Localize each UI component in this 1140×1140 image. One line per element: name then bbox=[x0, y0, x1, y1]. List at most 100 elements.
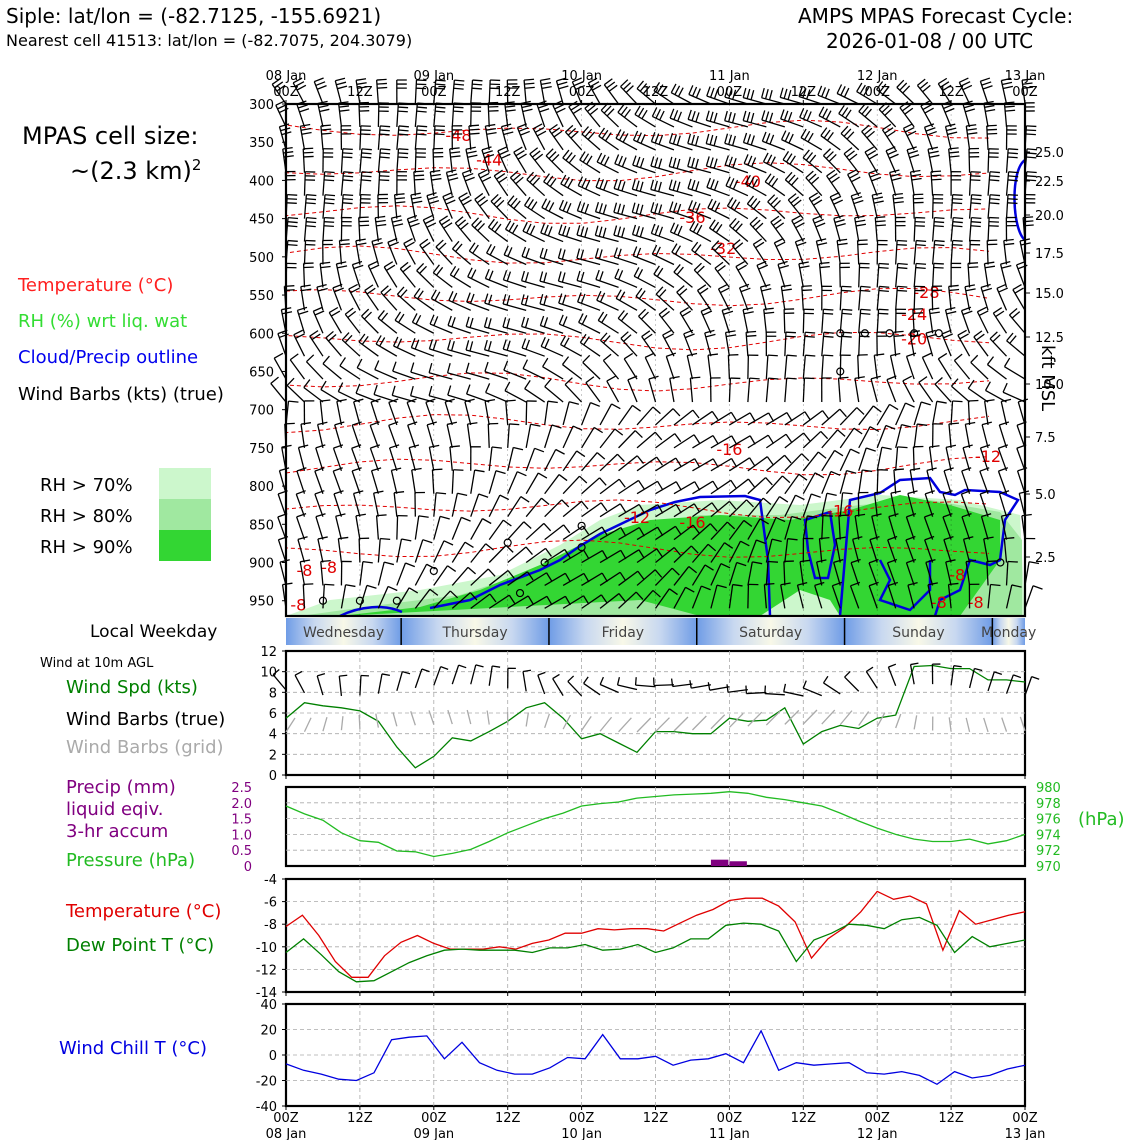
wind-barb-flag bbox=[303, 147, 314, 150]
wind-barb bbox=[710, 479, 737, 495]
wind-barb bbox=[597, 311, 619, 334]
dewpoint-label: Dew Point T (°C) bbox=[66, 935, 215, 956]
wind-barb-flag bbox=[843, 147, 853, 155]
wind-barb-flag bbox=[874, 353, 885, 356]
wind-barb-flag bbox=[730, 199, 737, 209]
wind-barb bbox=[300, 422, 312, 448]
wind-barb-shaft bbox=[931, 401, 938, 426]
surface-wind-barb bbox=[823, 682, 841, 695]
wind-barb-flag bbox=[928, 150, 939, 154]
wind-barb-flag bbox=[996, 283, 1007, 289]
wind-barb bbox=[322, 148, 334, 173]
wind-barb bbox=[454, 216, 472, 242]
wind-barb-shaft bbox=[893, 469, 897, 494]
wind-barb bbox=[539, 247, 564, 266]
wind-barb-shaft bbox=[861, 131, 878, 151]
kft-tick-label: 10.0 bbox=[1035, 378, 1064, 393]
wind-barb bbox=[1005, 584, 1022, 609]
wind-barb bbox=[390, 467, 402, 494]
wind-barb-flag bbox=[540, 77, 551, 82]
wind-barb-flag bbox=[860, 312, 871, 315]
wind-barb-flag bbox=[806, 111, 812, 121]
wind-barb-flag bbox=[678, 288, 688, 296]
wind-barb-shaft bbox=[388, 402, 398, 426]
wind-barb-shaft bbox=[600, 339, 619, 357]
wind-barb-flag bbox=[700, 306, 711, 312]
wind-barb bbox=[507, 521, 532, 541]
wind-barb-flag bbox=[964, 284, 975, 288]
pressure-tick-label: 978 bbox=[1036, 797, 1061, 812]
wind-barb-shaft bbox=[655, 293, 675, 311]
wind-barb-flag bbox=[829, 192, 840, 198]
wind-barb-flag bbox=[637, 480, 645, 490]
wind-barb bbox=[857, 354, 868, 380]
wind-barb bbox=[426, 421, 437, 449]
wind-barb-shaft bbox=[710, 479, 732, 495]
wind-barb-flag bbox=[577, 292, 582, 303]
kft-tick-label: 17.5 bbox=[1035, 247, 1064, 262]
wind-barb-flag bbox=[465, 316, 470, 327]
wind-barb-flag bbox=[300, 127, 311, 131]
wind-barb bbox=[544, 572, 571, 586]
wind-barb-flag bbox=[599, 292, 606, 303]
wind-barb bbox=[924, 535, 935, 563]
wind-barb-flag bbox=[414, 174, 425, 177]
wind-barb bbox=[858, 469, 873, 494]
wind-barb-flag bbox=[1007, 156, 1018, 159]
wind-barb-flag bbox=[455, 243, 463, 252]
wind-barb-flag bbox=[389, 444, 400, 449]
wind-barb bbox=[296, 306, 309, 334]
wind-barb-flag bbox=[521, 338, 527, 349]
wind-barb-shaft bbox=[414, 102, 419, 127]
wind-barb bbox=[560, 335, 582, 357]
wind-barb-shaft bbox=[871, 195, 878, 219]
wind-barb bbox=[413, 287, 435, 311]
wind-barb bbox=[484, 361, 508, 380]
wind-barb-flag bbox=[454, 216, 464, 224]
surface-wind-barb-flag bbox=[822, 675, 829, 684]
wind-barb bbox=[295, 490, 306, 517]
wind-barb-flag bbox=[952, 225, 963, 228]
wind-barb bbox=[484, 293, 508, 311]
wind-barb-flag bbox=[868, 169, 879, 174]
wind-barb-flag bbox=[775, 222, 785, 230]
wind-barb-flag bbox=[531, 150, 541, 158]
wind-barb-flag bbox=[467, 566, 477, 575]
wind-barb-flag bbox=[414, 178, 425, 181]
wind-barb-flag bbox=[695, 158, 699, 169]
temp-contour bbox=[285, 539, 990, 558]
wind-barb-shaft bbox=[425, 402, 435, 426]
wind-barb-flag bbox=[483, 150, 493, 155]
wind-barb-shaft bbox=[562, 475, 580, 495]
wind-barb-flag bbox=[943, 467, 954, 472]
wind-barb bbox=[451, 492, 468, 517]
wind-barb-flag bbox=[838, 514, 849, 517]
wind-barb bbox=[544, 424, 562, 449]
wind-barb bbox=[770, 215, 786, 242]
wind-barb-flag bbox=[817, 242, 828, 246]
wind-barb bbox=[818, 261, 830, 288]
wind-barb-flag bbox=[810, 176, 820, 185]
wind-barb-flag bbox=[763, 307, 774, 311]
wind-barb-flag bbox=[688, 85, 694, 95]
wind-barb-flag bbox=[468, 242, 476, 252]
wind-barb-flag bbox=[417, 125, 428, 128]
wind-barb bbox=[322, 355, 342, 380]
wind-barb-flag bbox=[363, 311, 372, 320]
wind-barb-flag bbox=[606, 81, 616, 89]
wind-barb-flag bbox=[398, 148, 409, 151]
wind-barb-shaft bbox=[1005, 194, 1009, 219]
wind-barb-flag bbox=[723, 310, 734, 315]
wind-barb-flag bbox=[941, 329, 952, 335]
wind-barb bbox=[539, 294, 564, 311]
wind-barb-flag bbox=[669, 201, 674, 212]
wind-barb bbox=[913, 285, 925, 311]
wind-barb-flag bbox=[999, 421, 1010, 426]
wind-barb-flag bbox=[756, 539, 766, 545]
wind-barb-flag bbox=[1022, 86, 1034, 89]
wind-barb bbox=[905, 535, 916, 563]
wind-barb-shaft bbox=[710, 563, 722, 586]
wind-barb-shaft bbox=[888, 516, 897, 540]
wind-barb-flag bbox=[812, 214, 823, 220]
wind-barb bbox=[655, 567, 680, 586]
